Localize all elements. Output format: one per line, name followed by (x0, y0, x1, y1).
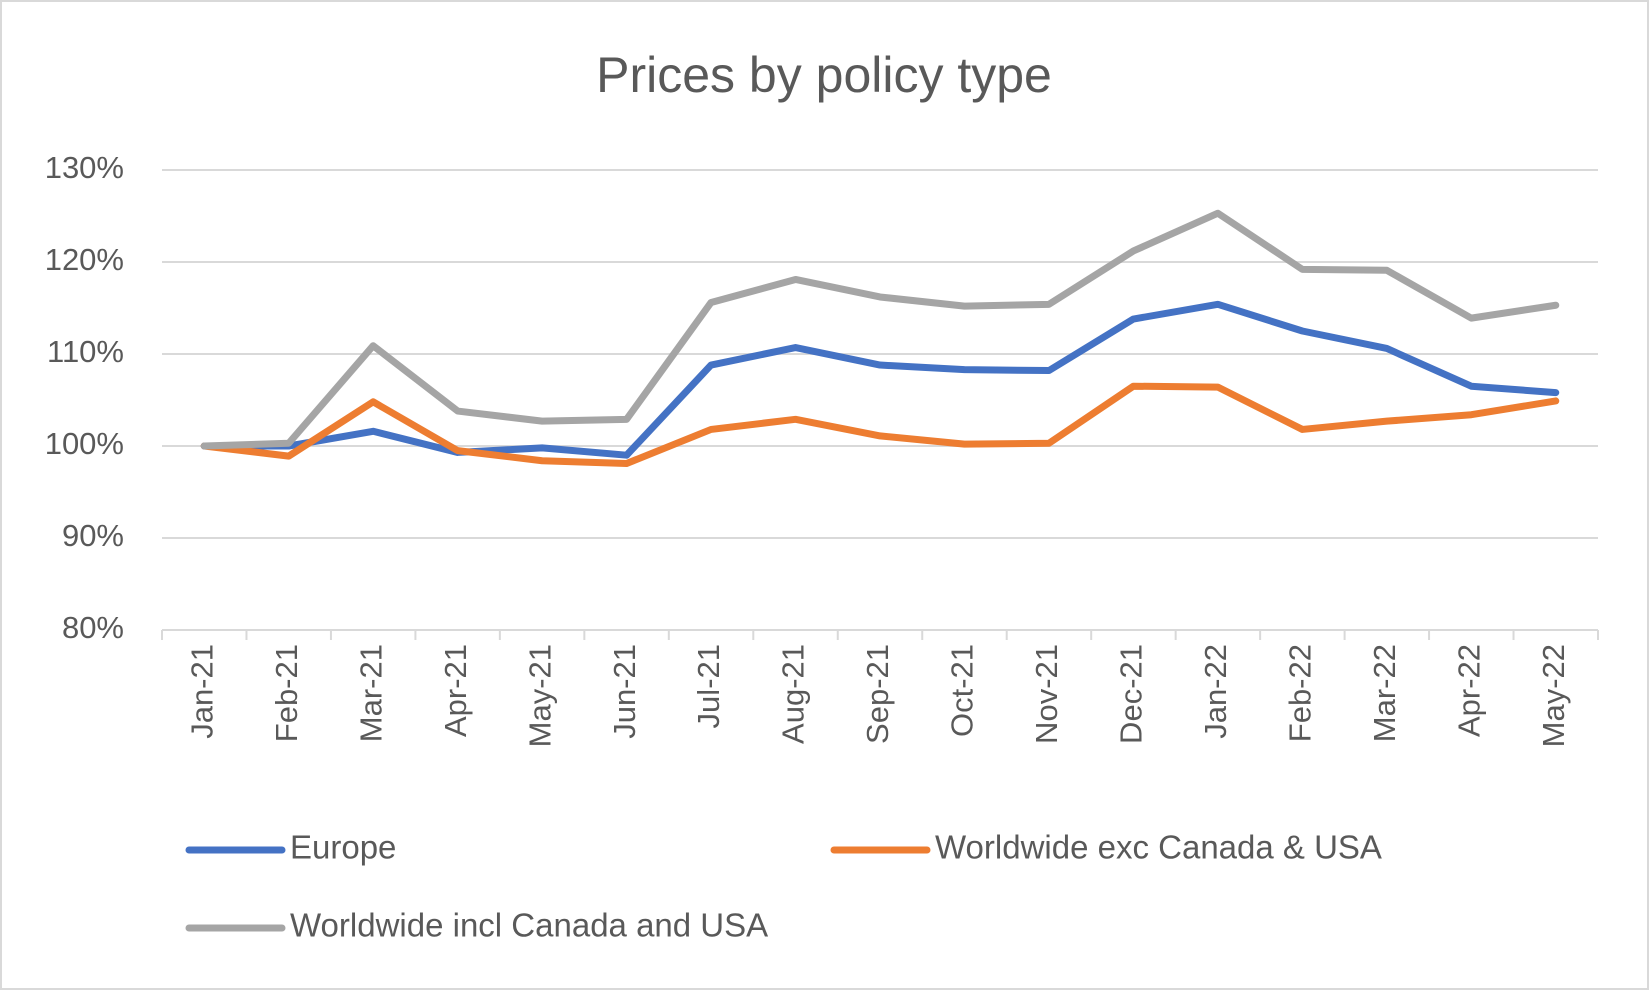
y-tick-label: 90% (62, 518, 124, 553)
x-tick-label: Apr-22 (1451, 644, 1486, 737)
y-tick-label: 130% (45, 150, 124, 185)
x-tick-label: Dec-21 (1114, 644, 1149, 744)
series-line (200, 300, 1560, 459)
series-line (200, 382, 1560, 467)
chart-title: Prices by policy type (596, 47, 1052, 103)
x-tick-label: Apr-21 (438, 644, 473, 737)
x-tick-label: Sep-21 (860, 644, 895, 744)
y-tick-label: 120% (45, 242, 124, 277)
x-tick-label: Aug-21 (776, 644, 811, 744)
x-tick-label: May-22 (1536, 644, 1571, 747)
x-tick-label: Jun-21 (607, 644, 642, 739)
x-tick-label: Jan-22 (1198, 644, 1233, 739)
x-tick-label: Feb-22 (1283, 644, 1318, 742)
x-tick-label: Mar-22 (1367, 644, 1402, 742)
x-tick-label: Feb-21 (269, 644, 304, 742)
legend-label: Europe (290, 829, 396, 866)
x-tick-label: Oct-21 (945, 644, 980, 737)
x-tick-label: Jan-21 (184, 644, 219, 739)
y-tick-label: 110% (47, 334, 124, 369)
series-line (200, 209, 1560, 450)
x-tick-label: Mar-21 (353, 644, 388, 742)
x-tick-label: May-21 (522, 644, 557, 747)
legend-label: Worldwide incl Canada and USA (290, 907, 768, 944)
x-tick-label: Nov-21 (1029, 644, 1064, 744)
x-tick-label: Jul-21 (691, 644, 726, 728)
legend-label: Worldwide exc Canada & USA (935, 829, 1382, 866)
y-tick-label: 80% (62, 610, 124, 645)
y-tick-label: 100% (45, 426, 124, 461)
